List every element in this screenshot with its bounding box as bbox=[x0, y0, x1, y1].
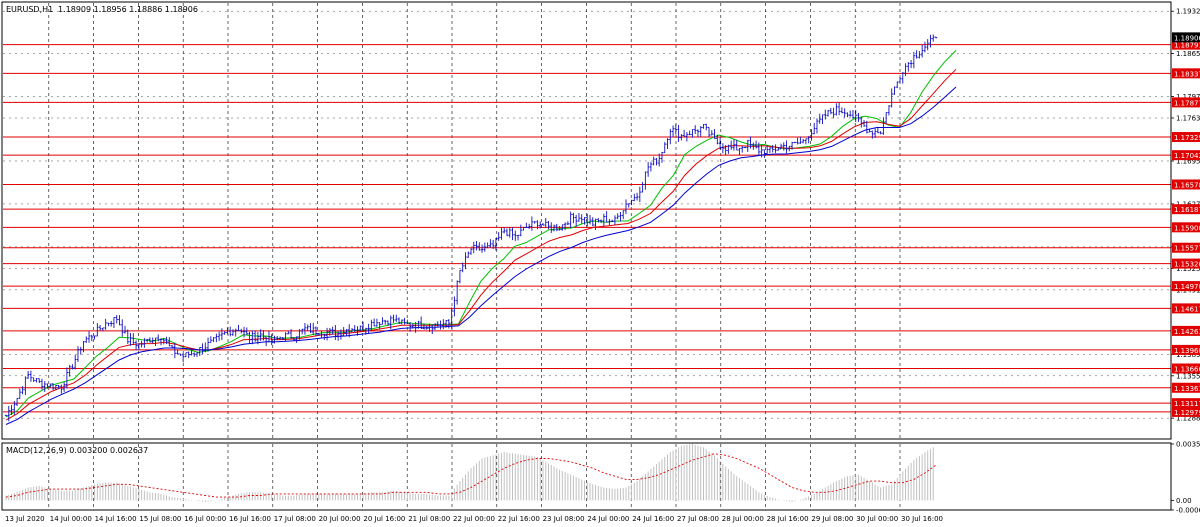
current-price-tag bbox=[1172, 32, 1200, 43]
price-level-label: 1.17329 bbox=[1174, 134, 1200, 142]
x-axis-tick-label: 30 Jul 00:00 bbox=[856, 515, 898, 523]
price-candles bbox=[4, 34, 938, 422]
price-level-tag bbox=[1172, 258, 1200, 269]
symbol-label: EURUSD,H1 bbox=[6, 5, 53, 14]
price-level-label: 1.15577 bbox=[1174, 245, 1200, 253]
price-level-label: 1.13666 bbox=[1174, 365, 1200, 373]
price-level-tag bbox=[1172, 179, 1200, 190]
macd-axis-label: 0.00 bbox=[1176, 497, 1192, 505]
x-axis-tick-label: 27 Jul 08:00 bbox=[677, 515, 719, 523]
price-level-tag bbox=[1172, 132, 1200, 143]
y-axis-tick-label: 1.17970 bbox=[1176, 93, 1200, 101]
price-level-label: 1.12979 bbox=[1174, 409, 1200, 417]
price-level-label: 1.14617 bbox=[1174, 305, 1200, 313]
price-level-label: 1.17042 bbox=[1174, 152, 1200, 160]
macd-panel-border bbox=[1, 442, 1172, 511]
x-axis-tick-label: 28 Jul 16:00 bbox=[767, 515, 809, 523]
macd-indicator bbox=[5, 444, 937, 502]
price-level-tag bbox=[1172, 398, 1200, 409]
price-level-tag bbox=[1172, 303, 1200, 314]
y-axis-tick-label: 1.17630 bbox=[1176, 115, 1200, 123]
y-axis-tick-label: 1.15250 bbox=[1176, 265, 1200, 273]
price-level-tag bbox=[1172, 150, 1200, 161]
y-axis-tick-label: 1.13550 bbox=[1176, 372, 1200, 380]
price-level-tag bbox=[1172, 222, 1200, 233]
x-axis-tick-label: 24 Jul 00:00 bbox=[587, 515, 629, 523]
moving-average-line-0 bbox=[5, 50, 957, 418]
x-axis-tick-label: 24 Jul 16:00 bbox=[632, 515, 674, 523]
price-level-label: 1.17877 bbox=[1174, 99, 1200, 107]
x-axis-tick-label: 23 Jul 08:00 bbox=[543, 515, 585, 523]
y-axis-tick-label: 1.18650 bbox=[1176, 50, 1200, 58]
y-axis-tick-label: 1.19320 bbox=[1176, 8, 1200, 16]
macd-label: MACD(12,26,9) 0.003200 0.002637 bbox=[6, 446, 148, 455]
x-axis-tick-label: 14 Jul 00:00 bbox=[50, 515, 92, 523]
price-level-tag bbox=[1172, 97, 1200, 108]
x-axis-tick-label: 17 Jul 08:00 bbox=[274, 515, 316, 523]
price-level-tag bbox=[1172, 242, 1200, 253]
y-axis-tick-label: 1.12880 bbox=[1176, 415, 1200, 423]
x-axis-tick-label: 16 Jul 00:00 bbox=[184, 515, 226, 523]
x-axis-tick-label: 22 Jul 00:00 bbox=[453, 515, 495, 523]
price-level-label: 1.18337 bbox=[1174, 70, 1200, 78]
x-axis-tick-label: 15 Jul 08:00 bbox=[139, 515, 181, 523]
x-axis-tick-label: 22 Jul 16:00 bbox=[498, 515, 540, 523]
price-level-tag bbox=[1172, 39, 1200, 50]
x-axis-tick-label: 30 Jul 16:00 bbox=[901, 515, 943, 523]
price-level-label: 1.15326 bbox=[1174, 261, 1200, 269]
price-level-tag bbox=[1172, 281, 1200, 292]
price-level-label: 1.15900 bbox=[1174, 224, 1200, 232]
macd-signal-line bbox=[5, 453, 937, 498]
price-level-tag bbox=[1172, 204, 1200, 215]
x-axis-tick-label: 20 Jul 00:00 bbox=[319, 515, 361, 523]
price-level-tag bbox=[1172, 325, 1200, 336]
price-level-label: 1.13960 bbox=[1174, 347, 1200, 355]
x-axis-tick-label: 16 Jul 16:00 bbox=[229, 515, 271, 523]
moving-averages bbox=[5, 50, 957, 425]
quote-label: 1.18909 1.18956 1.18886 1.18906 bbox=[58, 5, 198, 14]
price-level-label: 1.16578 bbox=[1174, 181, 1200, 189]
main-panel-border bbox=[1, 1, 1172, 440]
x-axis-tick-label: 20 Jul 16:00 bbox=[363, 515, 405, 523]
price-level-label: 1.13117 bbox=[1174, 400, 1200, 408]
y-axis-tick-label: 1.16950 bbox=[1176, 157, 1200, 165]
x-axis-tick-label: 29 Jul 08:00 bbox=[811, 515, 853, 523]
x-axis-tick-label: 21 Jul 08:00 bbox=[408, 515, 450, 523]
x-axis-tick-label: 28 Jul 00:00 bbox=[722, 515, 764, 523]
macd-axis-label: 0.003504 bbox=[1176, 441, 1200, 449]
moving-average-line-1 bbox=[5, 68, 957, 421]
macd-axis-label: -0.0006 bbox=[1176, 507, 1200, 515]
price-level-tag bbox=[1172, 382, 1200, 393]
x-axis-tick-label: 14 Jul 16:00 bbox=[95, 515, 137, 523]
price-level-tag bbox=[1172, 344, 1200, 355]
price-level-label: 1.14970 bbox=[1174, 283, 1200, 291]
price-level-tag bbox=[1172, 68, 1200, 79]
axes: 13 Jul 2020 14 Jul 00:00 14 Jul 16:00 15 Ju… bbox=[5, 8, 1200, 523]
price-level-tag bbox=[1172, 406, 1200, 417]
x-axis-tick-label: 13 Jul 2020 bbox=[5, 515, 45, 523]
horizontal-levels bbox=[3, 44, 1171, 413]
price-level-tag bbox=[1172, 363, 1200, 374]
current-price-label: 1.18906 bbox=[1174, 34, 1200, 42]
price-level-label: 1.16187 bbox=[1174, 206, 1200, 214]
moving-average-line-2 bbox=[5, 86, 957, 425]
